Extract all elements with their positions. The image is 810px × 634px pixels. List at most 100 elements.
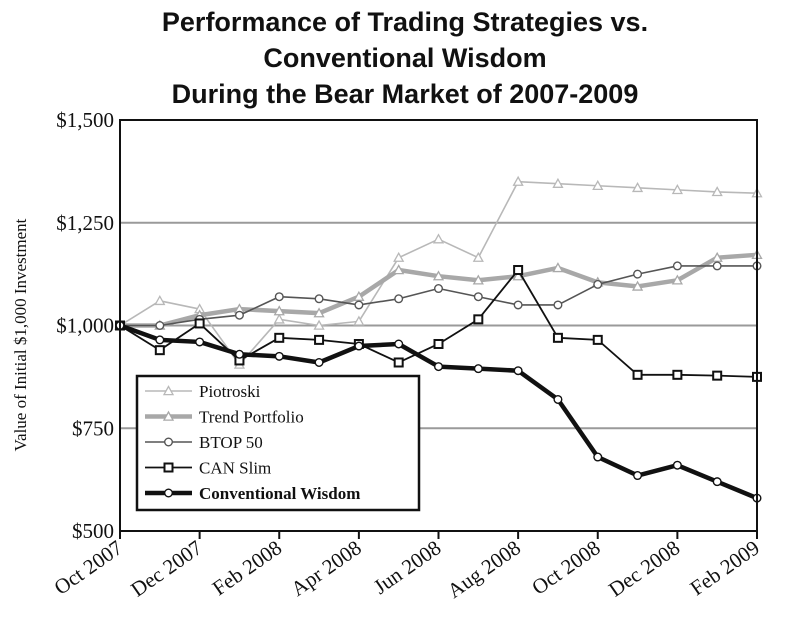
legend-label: Trend Portfolio — [199, 408, 304, 427]
legend-marker — [162, 410, 175, 421]
legend: Piotroski Trend Portfolio BTOP 50 CAN Slim C… — [135, 374, 421, 512]
data-point — [631, 181, 644, 193]
data-point — [432, 270, 445, 281]
x-tick-label: Dec 2008 — [604, 535, 684, 601]
y-tick-label: $500 — [72, 519, 114, 543]
legend-box — [135, 374, 421, 512]
data-point — [473, 292, 483, 302]
data-point — [712, 261, 722, 271]
data-point — [274, 332, 285, 343]
data-point — [433, 338, 444, 349]
legend-label: Conventional Wisdom — [199, 484, 360, 503]
legend-marker — [163, 437, 173, 447]
data-point — [274, 292, 284, 302]
data-point — [353, 315, 365, 326]
y-axis-label: Value of Initial $1,000 Investment — [11, 218, 30, 451]
y-tick-label: $750 — [72, 416, 114, 440]
data-point — [234, 310, 244, 320]
data-point — [314, 294, 324, 304]
data-point — [314, 334, 325, 345]
data-point — [354, 341, 364, 351]
legend-marker — [163, 462, 174, 473]
data-point — [712, 370, 723, 381]
x-tick-label: Apr 2008 — [287, 535, 366, 601]
legend-label: Piotroski — [199, 382, 261, 401]
data-point — [155, 321, 165, 331]
x-tick-label: Oct 2007 — [50, 535, 127, 599]
legend-marker — [162, 385, 175, 396]
legend-label: BTOP 50 — [199, 433, 263, 452]
data-point — [472, 274, 484, 285]
data-point — [472, 251, 484, 262]
data-point — [592, 334, 603, 345]
chart-title-line-2: Conventional Wisdom — [263, 43, 547, 73]
data-point — [154, 295, 166, 306]
x-tick-label: Oct 2008 — [527, 535, 604, 599]
y-tick-label: $1,000 — [56, 314, 114, 338]
data-point — [273, 313, 285, 324]
data-point — [633, 471, 643, 481]
y-tick-label: $1,500 — [56, 108, 114, 132]
data-point — [155, 335, 165, 345]
data-point — [393, 357, 404, 368]
chart-title: Performance of Trading Strategies vs. Co… — [0, 4, 810, 112]
data-point — [711, 251, 723, 262]
data-point — [393, 251, 405, 262]
data-point — [592, 179, 604, 191]
chart-title-line-3: During the Bear Market of 2007-2009 — [171, 79, 639, 109]
y-tick-label: $1,250 — [56, 211, 114, 235]
data-point — [552, 177, 564, 188]
x-tick-label: Feb 2009 — [686, 535, 764, 600]
data-point — [274, 351, 284, 361]
data-point — [314, 357, 324, 367]
x-tick-label: Jun 2008 — [369, 535, 445, 599]
data-point — [512, 175, 524, 186]
data-point — [632, 369, 643, 380]
data-point — [154, 345, 165, 356]
data-point — [473, 314, 484, 325]
data-point — [553, 394, 563, 404]
data-point — [711, 186, 723, 197]
data-point — [672, 369, 683, 380]
data-point — [313, 319, 325, 330]
data-point — [194, 318, 205, 329]
data-point — [672, 460, 682, 470]
data-point — [273, 305, 285, 316]
data-point — [513, 300, 523, 310]
data-point — [234, 349, 244, 359]
data-point — [512, 270, 524, 281]
series-conventional-wisdom — [115, 321, 762, 503]
data-point — [354, 300, 364, 310]
data-point — [353, 290, 365, 301]
data-point — [552, 262, 564, 273]
data-point — [473, 364, 483, 374]
data-point — [393, 264, 405, 275]
x-tick-label: Aug 2008 — [443, 535, 525, 603]
data-point — [553, 300, 563, 310]
data-point — [434, 362, 444, 372]
data-point — [513, 366, 523, 376]
legend-marker — [163, 488, 173, 498]
data-point — [671, 274, 683, 285]
data-point — [671, 184, 683, 195]
x-tick-label: Dec 2007 — [126, 535, 206, 601]
data-point — [434, 284, 444, 294]
series-can-slim — [115, 265, 762, 382]
data-point — [631, 280, 644, 291]
data-point — [552, 332, 563, 343]
chart-title-line-1: Performance of Trading Strategies vs. — [161, 7, 649, 37]
data-point — [394, 339, 404, 349]
data-point — [432, 233, 445, 244]
data-point — [633, 269, 643, 279]
legend-label: CAN Slim — [199, 459, 271, 478]
data-point — [513, 265, 524, 276]
data-point — [712, 477, 722, 487]
x-tick-label: Feb 2008 — [208, 535, 286, 600]
data-point — [672, 261, 682, 271]
data-point — [394, 294, 404, 304]
data-point — [195, 337, 205, 347]
data-point — [593, 279, 603, 289]
series-layer — [114, 175, 763, 503]
